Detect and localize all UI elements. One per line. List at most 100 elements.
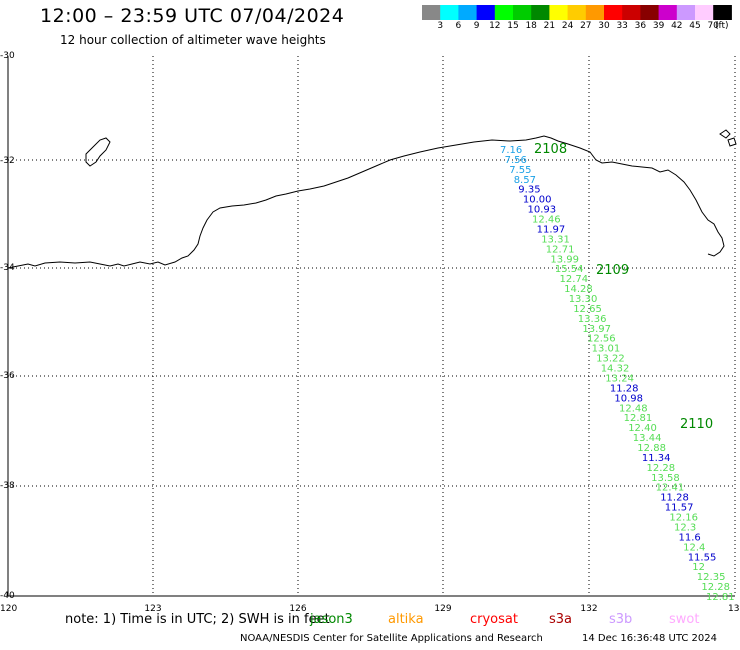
color-scale-label: 21 [543,21,556,31]
wave-height-value: 12.40 [628,423,657,434]
track-label: 2110 [680,417,713,432]
wave-height-value: 12.28 [647,463,676,474]
wave-height-value: 12.35 [697,572,726,583]
longitude-tick-label: 126 [289,604,306,614]
wave-height-value: 11.28 [660,493,689,504]
wave-height-value: 8.57 [514,175,536,186]
island [719,129,731,139]
mission-legend-swot: swot [669,612,700,627]
wave-height-value: 11.28 [610,383,639,394]
color-scale-swatch [622,5,641,20]
color-scale-unit: (ft) [715,21,729,31]
color-scale-label: 15 [507,21,519,31]
wave-height-value: 13.36 [578,314,607,325]
wave-height-value: 12.3 [674,523,696,534]
color-scale-label: 36 [634,21,647,31]
color-scale-swatch [585,5,605,20]
color-scale-swatch [531,5,550,20]
wave-height-value: 12.81 [706,592,735,603]
longitude-tick-label: 129 [434,604,451,614]
color-scale-label: 39 [652,21,665,31]
wave-height-value: 13.24 [605,374,634,385]
color-scale-swatch [513,5,532,20]
wave-height-value: 12.41 [656,483,685,494]
color-scale-label: 27 [580,21,592,31]
color-scale-label: 42 [671,21,683,31]
longitude-tick-label: 120 [0,604,17,614]
wave-height-value: 11.6 [679,532,701,543]
island [727,137,737,147]
color-scale-label: 6 [455,21,462,31]
latitude-tick-label: -32 [0,156,15,166]
color-scale-swatch [676,5,696,20]
color-scale-swatch [440,5,459,20]
color-scale-label: 33 [616,21,628,31]
color-scale-bar [422,5,732,20]
wave-height-value: 15.54 [555,264,584,275]
island [85,137,111,167]
color-scale-swatch [604,5,623,20]
wave-height-value: 11.97 [537,225,566,236]
color-scale-label: 3 [437,21,444,31]
latitude-tick-label: -36 [0,371,15,381]
track-label: 2108 [534,142,567,157]
wave-height-value: 13.97 [582,324,611,335]
wave-height-value: 12.65 [573,304,602,315]
wave-height-observations: 7.167.567.558.579.3510.0010.9312.4611.97… [500,145,735,603]
longitude-tick-label: 123 [144,604,161,614]
color-scale-label: 30 [598,21,610,31]
wave-height-value: 13.58 [651,473,680,484]
color-scale-swatch [658,5,678,20]
wave-height-value: 12.74 [560,274,589,285]
wave-height-value: 13.44 [633,433,662,444]
color-scale-label: 18 [525,21,537,31]
wave-height-value: 13.30 [569,294,598,305]
color-scale-swatch [494,5,514,20]
mission-legend-cryosat: cryosat [470,612,518,627]
wave-height-value: 12.56 [587,334,616,345]
latitude-tick-label: -30 [0,51,15,61]
wave-height-value: 11.57 [665,503,694,514]
color-scale-swatch [567,5,587,20]
credit-line: NOAA/NESDIS Center for Satellite Applica… [240,633,543,644]
latitude-tick-label: -40 [0,591,15,601]
wave-height-value: 14.32 [601,364,630,375]
wave-height-value: 7.55 [509,165,531,176]
color-scale-label: 9 [473,21,480,31]
wave-height-value: 7.16 [500,145,522,156]
graticule [8,56,736,596]
page-title: 12:00 – 23:59 UTC 07/04/2024 [40,5,345,27]
color-scale-labels: (ft) 3 6 9 12 15 18 21 24 27 30 33 36 39 42 45 70 [422,21,740,35]
wave-height-value: 10.98 [614,393,643,404]
color-scale-swatch [476,5,496,20]
wave-height-value: 12.48 [619,403,648,414]
page-subtitle: 12 hour collection of altimeter wave hei… [60,33,326,47]
wave-height-value: 12.88 [637,443,666,454]
wave-height-value: 12.71 [546,244,575,255]
mission-legend-altika: altika [388,612,424,627]
color-scale-label: 12 [489,21,501,31]
footer-note: note: 1) Time is in UTC; 2) SWH is in fe… [65,612,330,627]
mission-legend-s3a: s3a [549,612,573,627]
wave-height-value: 10.00 [523,195,552,206]
color-scale-swatch [549,5,569,20]
wave-height-value: 12.46 [532,215,561,226]
mission-legend-jason3: jason3 [310,612,353,627]
axis-tick-labels: 120 123 126 129 132 135 -30 -32 -34 -36 -38 -40 [0,51,740,614]
wave-height-value: 12.28 [701,582,730,593]
mission-legend-s3b: s3b [609,612,633,627]
wave-height-value: 12.4 [683,542,705,553]
color-scale-swatch [695,5,714,20]
wave-height-value: 10.93 [528,205,557,216]
wave-height-value: 13.22 [596,354,625,365]
longitude-tick-label: 135 [728,604,740,614]
track-label: 2109 [596,263,629,278]
wave-height-value: 13.99 [550,254,579,265]
wave-height-value: 12.81 [624,413,653,424]
wave-height-value: 11.55 [688,552,717,563]
longitude-tick-label: 132 [580,604,597,614]
latitude-tick-label: -38 [0,481,15,491]
wave-height-value: 13.01 [592,344,621,355]
color-scale-swatch [640,5,660,20]
